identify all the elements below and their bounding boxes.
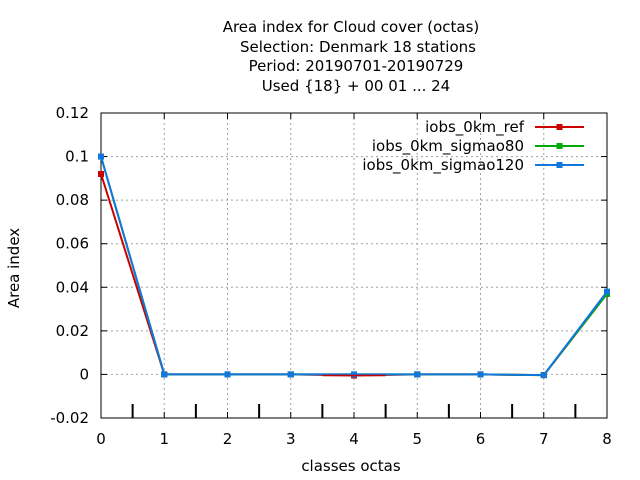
x-tick-label: 4 bbox=[349, 430, 359, 448]
x-tick-label: 3 bbox=[286, 430, 296, 448]
title-line-2: Selection: Denmark 18 stations bbox=[240, 38, 476, 56]
title-line-3: Period: 20190701-20190729 bbox=[249, 57, 464, 75]
data-point bbox=[287, 371, 294, 378]
x-tick-label: 7 bbox=[539, 430, 549, 448]
title-line-4: Used {18} + 00 01 ... 24 bbox=[262, 77, 450, 95]
x-axis-label: classes octas bbox=[301, 457, 401, 475]
legend-label: iobs_0km_sigmao80 bbox=[372, 137, 524, 156]
y-tick-label: 0.1 bbox=[65, 148, 89, 166]
series-iobs_0km_sigmao120 bbox=[98, 153, 610, 379]
y-tick-label: -0.02 bbox=[50, 409, 89, 427]
x-tick-label: 0 bbox=[96, 430, 106, 448]
data-point bbox=[98, 153, 104, 160]
data-point bbox=[161, 371, 168, 378]
x-tick-label: 8 bbox=[602, 430, 612, 448]
y-tick-label: 0.02 bbox=[56, 322, 89, 340]
legend: iobs_0km_refiobs_0km_sigmao80iobs_0km_si… bbox=[362, 118, 584, 175]
tick-labels: 0 1 2 3 4 5 6 7 8 -0.02 0 0.02 0.04 0.06 0.08 0.1 0.12 bbox=[50, 104, 612, 448]
data-point bbox=[98, 171, 104, 177]
legend-label: iobs_0km_sigmao120 bbox=[362, 156, 524, 175]
y-tick-label: 0.08 bbox=[56, 191, 89, 209]
legend-marker bbox=[556, 124, 563, 130]
y-axis-label: Area index bbox=[5, 228, 23, 308]
data-point bbox=[351, 371, 357, 378]
chart-title: Area index for Cloud cover (octas) Selec… bbox=[223, 18, 480, 95]
y-tick-label: 0.04 bbox=[56, 278, 89, 296]
series-group bbox=[98, 153, 610, 379]
y-tick-label: 0.06 bbox=[56, 235, 89, 253]
x-tick-label: 6 bbox=[476, 430, 486, 448]
legend-label: iobs_0km_ref bbox=[425, 118, 525, 137]
legend-marker bbox=[556, 143, 563, 149]
data-point bbox=[604, 288, 610, 295]
axes bbox=[100, 112, 608, 419]
data-point bbox=[540, 372, 547, 379]
legend-marker bbox=[556, 162, 563, 168]
data-point bbox=[224, 371, 231, 378]
x-tick-label: 1 bbox=[159, 430, 169, 448]
data-point bbox=[414, 371, 421, 378]
y-tick-label: 0 bbox=[79, 365, 89, 383]
data-point bbox=[477, 371, 484, 378]
title-line-1: Area index for Cloud cover (octas) bbox=[223, 18, 480, 36]
x-tick-label: 2 bbox=[223, 430, 233, 448]
plot-frame bbox=[100, 112, 608, 419]
y-tick-label: 0.12 bbox=[56, 104, 89, 122]
x-tick-label: 5 bbox=[412, 430, 422, 448]
